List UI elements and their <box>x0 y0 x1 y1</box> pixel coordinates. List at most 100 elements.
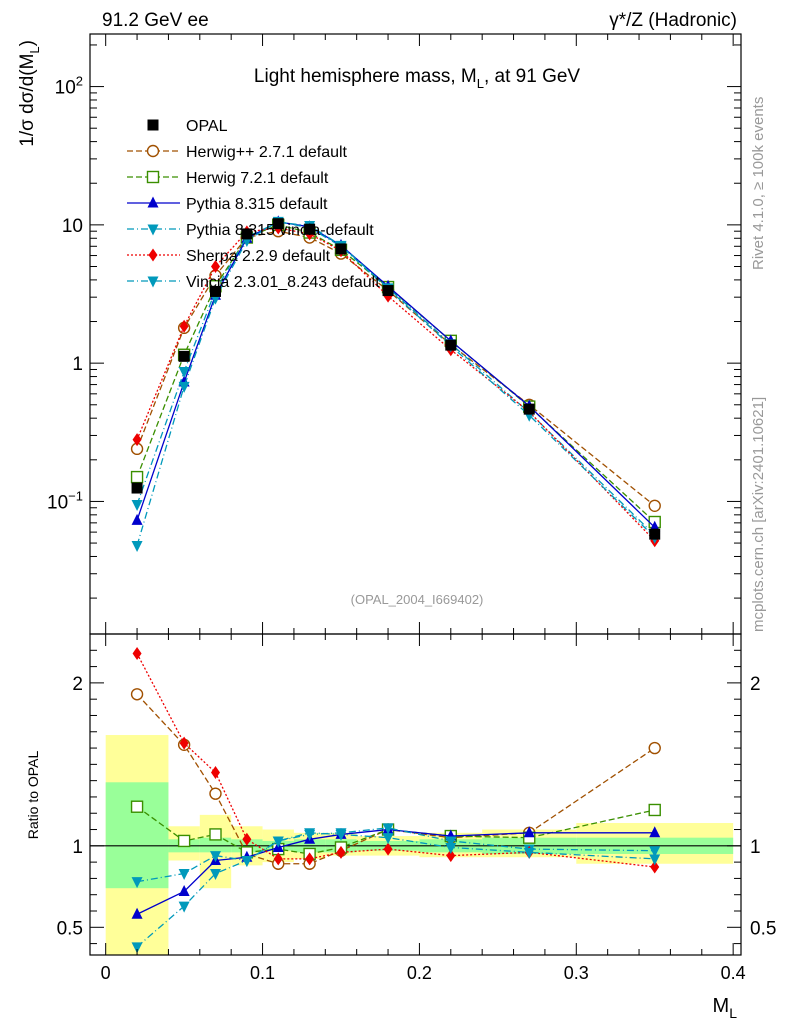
ratio-point <box>131 907 143 919</box>
ratio-point <box>273 852 283 866</box>
series-point <box>178 381 190 393</box>
ratio-point <box>445 842 457 854</box>
ratio-point <box>209 851 221 863</box>
y-tick-label: 102 <box>55 74 83 99</box>
header-left: 91.2 GeV ee <box>102 10 209 31</box>
x-tick-label: 0 <box>101 963 111 983</box>
ratio-line-sherpa-2-2-9-default <box>136 653 655 868</box>
ratio-tick-label-right: 0.5 <box>750 918 776 939</box>
ratio-tick-label-left: 1 <box>72 837 83 858</box>
ratio-point <box>304 828 316 840</box>
ratio-point <box>446 849 456 863</box>
rivet-label: Rivet 4.1.0, ≥ 100k events <box>750 97 767 270</box>
ratio-point <box>132 647 142 661</box>
ratio-point <box>242 832 252 846</box>
series-point <box>178 367 190 379</box>
analysis-id: (OPAL_2004_I669402) <box>351 592 484 607</box>
ratio-point <box>383 842 393 856</box>
legend-label: Herwig++ 2.7.1 default <box>186 144 348 161</box>
ratio-point <box>131 877 143 889</box>
data-point <box>209 285 221 297</box>
legend-marker <box>146 170 160 184</box>
ratio-tick-label-right: 1 <box>750 837 761 858</box>
legend-label-opal: OPAL <box>186 118 228 135</box>
ratio-point <box>178 869 190 881</box>
legend-label: Herwig 7.2.1 default <box>186 170 329 187</box>
ratio-point <box>648 741 661 755</box>
ratio-point <box>209 869 221 881</box>
data-point <box>131 482 143 494</box>
y-tick-label: 1 <box>72 354 83 375</box>
ratio-point <box>272 836 284 848</box>
ratio-point <box>209 828 222 841</box>
data-point <box>272 218 284 230</box>
ratio-point <box>649 854 661 866</box>
x-tick-label: 0.4 <box>721 963 746 983</box>
ratio-point <box>305 852 315 866</box>
ratio-point <box>130 800 144 813</box>
data-point <box>649 528 661 540</box>
legend-marker-opal <box>147 119 159 131</box>
x-tick-label: 0.1 <box>250 963 275 983</box>
ratio-point <box>131 942 143 954</box>
y-axis-label: 1/σ dσ/d(ML) <box>17 40 42 147</box>
legend-marker <box>147 276 159 288</box>
series-point <box>131 513 143 525</box>
x-tick-label: 0.3 <box>564 963 589 983</box>
data-point <box>304 223 316 235</box>
legend-label: Pythia 8.315 default <box>186 196 328 213</box>
ratio-point <box>650 860 660 874</box>
x-axis-label: ML <box>713 995 738 1021</box>
ratio-point <box>241 855 253 867</box>
series-point <box>131 541 143 553</box>
series-point <box>132 433 142 447</box>
ratio-band-inner <box>199 837 232 853</box>
ratio-point <box>649 846 661 858</box>
legend-marker <box>147 224 159 236</box>
data-point <box>523 403 535 415</box>
ratio-point <box>210 766 220 780</box>
ratio-point <box>335 829 347 841</box>
ratio-point <box>177 834 191 848</box>
series-point <box>648 499 661 512</box>
series-point <box>179 319 189 333</box>
ratio-tick-label-left: 0.5 <box>57 918 83 939</box>
ratio-y-axis-label: Ratio to OPAL <box>25 751 41 840</box>
legend-label: Sherpa 2.2.9 default <box>186 248 331 265</box>
ratio-point <box>649 826 661 838</box>
ratio-band-inner <box>105 782 169 889</box>
ratio-plot-frame <box>89 633 742 956</box>
data-point <box>382 285 394 297</box>
ratio-point <box>382 833 394 845</box>
ratio-point <box>130 688 144 701</box>
ratio-point <box>178 884 190 896</box>
mcplots-label: mcplots.cern.ch [arXiv:2401.10621] <box>750 397 767 632</box>
ratio-point <box>336 845 346 859</box>
ratio-point <box>523 826 535 838</box>
series-point <box>210 259 220 273</box>
legend-label: Vincia 2.3.01_8.243 default <box>186 274 380 291</box>
ratio-point <box>179 736 189 750</box>
ratio-point <box>382 823 394 835</box>
y-tick-label: 10−1 <box>47 488 83 513</box>
legend-marker <box>148 248 158 262</box>
legend-marker <box>147 196 159 208</box>
ratio-point <box>445 836 457 848</box>
data-point <box>445 339 457 351</box>
ratio-point <box>209 787 222 800</box>
y-tick-label: 10 <box>62 216 83 237</box>
legend-marker <box>146 144 160 158</box>
data-point <box>335 243 347 255</box>
data-point <box>241 228 253 240</box>
header-right: γ*/Z (Hadronic) <box>609 10 737 31</box>
x-tick-label: 0.2 <box>407 963 432 983</box>
ratio-tick-label-left: 2 <box>72 674 83 695</box>
ratio-point <box>648 803 661 817</box>
series-point <box>130 470 144 484</box>
chart-title: Light hemisphere mass, ML, at 91 GeV <box>254 66 581 91</box>
legend-label: Pythia 8.315 vincia-default <box>186 222 374 239</box>
data-point <box>178 350 190 362</box>
ratio-point <box>523 847 535 859</box>
series-point <box>131 500 143 512</box>
